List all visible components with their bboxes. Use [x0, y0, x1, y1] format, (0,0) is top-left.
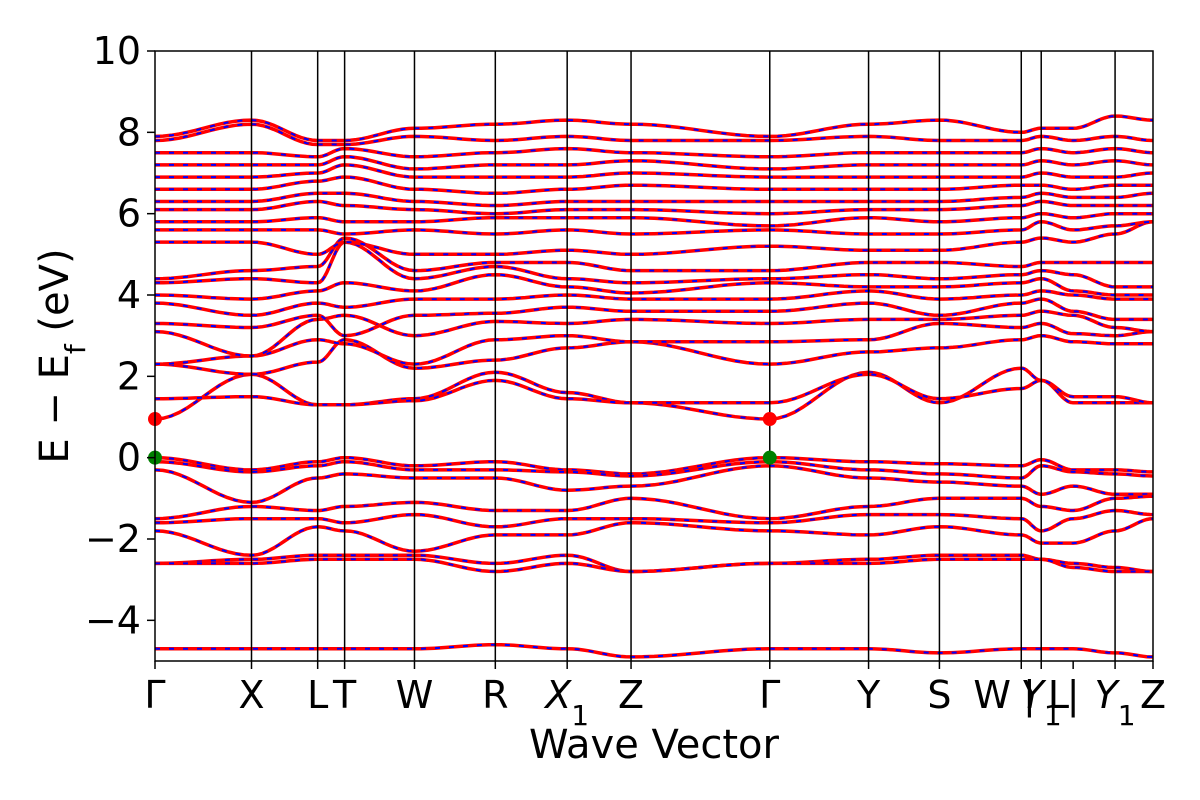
y-tick-label-3: 4 [117, 273, 141, 317]
extrema-markers-group [148, 412, 777, 465]
band-26-spin-down [154, 516, 1154, 558]
plot-frame [154, 50, 1154, 662]
band-25-spin-up [155, 509, 1154, 532]
y-axis-label: E − Ef (eV) [32, 248, 92, 463]
x-tick-label-4: W [396, 673, 434, 717]
band-0-spin-up [154, 367, 1153, 421]
x-tick-label-14: Y1 [1095, 673, 1136, 732]
x-tick-label-0: Γ [144, 673, 165, 717]
band-15-spin-down [155, 175, 1153, 196]
band-11-spin-up [155, 220, 1154, 236]
x-tick-label-7: Z [618, 673, 644, 717]
x-tick-label-6: X1 [543, 673, 589, 732]
band-13-spin-down [155, 199, 1153, 216]
band-22-spin-up [154, 460, 1154, 480]
band-11-spin-down [155, 220, 1154, 236]
x-tick-label-13: | [1067, 673, 1080, 718]
band-17-spin-down [155, 154, 1154, 171]
y-tick-label-7: −4 [85, 598, 141, 642]
x-tick-label-3: T [332, 673, 357, 717]
band-9-spin-up [154, 237, 1153, 280]
band-6-spin-up [154, 289, 1153, 317]
marker-cbm-1 [762, 412, 777, 427]
band-12-spin-up [155, 212, 1153, 227]
x-tick-label-9: Y [856, 673, 881, 717]
band-20-spin-up [154, 115, 1153, 142]
band-12-spin-down [155, 211, 1153, 228]
y-tick-label-4: 2 [117, 354, 141, 398]
band-14-spin-up [155, 192, 1154, 207]
band-29-spin-up [155, 643, 1153, 658]
band-23-spin-down [154, 464, 1153, 505]
band-5-spin-down [155, 297, 1153, 338]
band-13-spin-up [155, 200, 1153, 215]
band-19-spin-down [154, 122, 1154, 147]
band-17-spin-up [155, 155, 1154, 170]
band-29-spin-down [155, 642, 1153, 659]
band-15-spin-up [155, 176, 1153, 195]
band-1-spin-down [155, 372, 1154, 407]
x-tick-label-8: Γ [759, 673, 780, 717]
x-tick-label-15: Z [1140, 673, 1166, 717]
band-18-spin-up [155, 147, 1154, 158]
y-tick-label-2: 6 [117, 192, 141, 236]
band-21-spin-up [154, 456, 1153, 475]
band-28-spin-up [155, 558, 1153, 573]
x-tick-label-1: X [238, 673, 264, 717]
x-tick-label-10: S [927, 673, 951, 717]
y-tick-label-5: 0 [117, 436, 141, 480]
band-4-spin-down [154, 309, 1154, 358]
band-3-spin-down [154, 321, 1154, 366]
band-26-spin-up [154, 517, 1154, 557]
bands-group [154, 114, 1154, 659]
band-2-spin-up [154, 334, 1153, 376]
band-16-spin-up [155, 163, 1154, 179]
y-tick-label-1: 8 [117, 110, 141, 154]
band-24-spin-up [154, 495, 1153, 520]
marker-vbm-3 [762, 450, 777, 465]
y-tick-label-0: 10 [93, 29, 141, 73]
kpoint-lines-group [250, 51, 1116, 661]
x-tick-label-12: Y1 [1021, 673, 1062, 732]
band-24-spin-down [154, 494, 1153, 521]
y-axis-label-unit: (eV) [32, 248, 78, 344]
y-axis-label-sub: f [59, 343, 92, 354]
band-28-spin-down [155, 557, 1153, 574]
band-20-spin-down [154, 114, 1153, 143]
band-16-spin-down [155, 163, 1154, 179]
band-10-spin-up [155, 220, 1154, 256]
band-10-spin-down [155, 220, 1154, 257]
x-axis-label: Wave Vector [529, 722, 780, 768]
y-tick-label-6: −2 [85, 517, 141, 561]
band-7-spin-up [154, 273, 1153, 301]
y-axis-label-main: E − E [32, 354, 78, 464]
y-ticks-group: 10 8 6 4 2 0 −2 −4 [85, 29, 155, 642]
x-ticks-group: Γ X L T W R X1 Z Γ Y S W | LY1 | Y1 Z [144, 661, 1166, 732]
x-tick-label-5: R [482, 673, 508, 717]
band-18-spin-down [155, 146, 1154, 159]
x-tick-label-2: L [307, 673, 328, 717]
band-0-spin-down [154, 366, 1153, 421]
band-8-spin-up [154, 241, 1153, 288]
x-tick-label-11: W | L [973, 673, 1069, 718]
